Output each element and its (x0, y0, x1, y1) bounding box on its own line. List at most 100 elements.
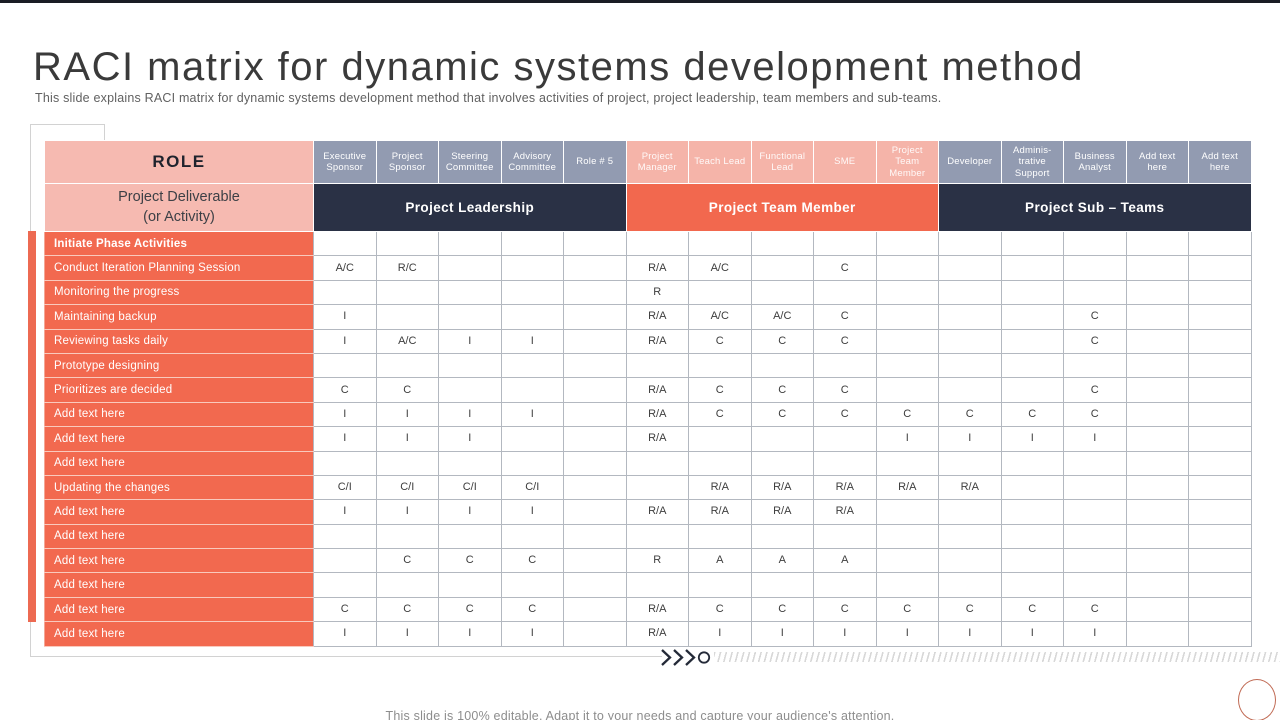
activity-label[interactable]: Updating the changes (44, 474, 314, 501)
raci-cell[interactable] (875, 255, 939, 281)
raci-cell[interactable] (563, 523, 627, 550)
raci-cell[interactable]: C (438, 548, 502, 574)
raci-cell[interactable] (1188, 352, 1252, 379)
raci-cell[interactable] (938, 304, 1002, 330)
raci-cell[interactable] (563, 230, 627, 257)
column-header[interactable]: Advisory Committee (500, 140, 564, 184)
group-project-sub-teams[interactable]: Project Sub – Teams (938, 183, 1252, 232)
raci-cell[interactable] (563, 450, 627, 476)
raci-cell[interactable] (1125, 450, 1189, 476)
raci-cell[interactable] (1125, 352, 1189, 379)
raci-cell[interactable] (938, 377, 1002, 403)
raci-cell[interactable]: I (438, 401, 502, 428)
raci-cell[interactable] (500, 279, 564, 306)
raci-cell[interactable]: R/A (625, 426, 689, 452)
raci-cell[interactable] (1063, 450, 1127, 476)
raci-cell[interactable]: R/A (875, 474, 939, 501)
raci-cell[interactable] (1000, 304, 1064, 330)
raci-cell[interactable]: C (375, 548, 439, 574)
raci-cell[interactable]: C (1063, 377, 1127, 403)
raci-cell[interactable] (438, 523, 502, 550)
raci-cell[interactable] (563, 279, 627, 306)
raci-cell[interactable] (1000, 499, 1064, 525)
raci-cell[interactable] (313, 352, 377, 379)
raci-cell[interactable]: A (813, 548, 877, 574)
raci-cell[interactable]: C (813, 377, 877, 403)
raci-cell[interactable]: I (375, 621, 439, 647)
raci-cell[interactable] (1000, 279, 1064, 306)
raci-cell[interactable]: I (313, 328, 377, 354)
raci-cell[interactable] (313, 523, 377, 550)
raci-cell[interactable] (1125, 523, 1189, 550)
raci-cell[interactable] (875, 377, 939, 403)
raci-cell[interactable] (1188, 255, 1252, 281)
raci-cell[interactable] (1125, 255, 1189, 281)
activity-label[interactable]: Add text here (44, 426, 314, 452)
raci-cell[interactable] (1125, 401, 1189, 428)
raci-cell[interactable]: I (500, 499, 564, 525)
raci-cell[interactable]: R/A (750, 499, 814, 525)
raci-cell[interactable] (1188, 450, 1252, 476)
raci-cell[interactable] (813, 230, 877, 257)
raci-cell[interactable]: C (1000, 596, 1064, 623)
raci-cell[interactable] (1000, 474, 1064, 501)
raci-cell[interactable] (1188, 401, 1252, 428)
raci-cell[interactable] (688, 352, 752, 379)
raci-cell[interactable]: R/A (625, 621, 689, 647)
raci-cell[interactable]: C (1063, 596, 1127, 623)
raci-cell[interactable] (938, 450, 1002, 476)
raci-cell[interactable] (375, 279, 439, 306)
raci-cell[interactable] (688, 426, 752, 452)
raci-cell[interactable] (1063, 523, 1127, 550)
raci-cell[interactable] (875, 499, 939, 525)
raci-cell[interactable]: I (500, 621, 564, 647)
raci-cell[interactable] (1188, 377, 1252, 403)
raci-cell[interactable] (563, 255, 627, 281)
raci-cell[interactable] (938, 548, 1002, 574)
raci-cell[interactable] (500, 377, 564, 403)
raci-cell[interactable] (375, 230, 439, 257)
raci-cell[interactable]: R/C (375, 255, 439, 281)
raci-cell[interactable] (938, 499, 1002, 525)
raci-cell[interactable] (563, 548, 627, 574)
raci-cell[interactable]: I (438, 426, 502, 452)
raci-cell[interactable]: A/C (688, 255, 752, 281)
raci-cell[interactable] (438, 304, 502, 330)
raci-cell[interactable] (813, 523, 877, 550)
raci-cell[interactable] (1188, 474, 1252, 501)
raci-cell[interactable] (500, 352, 564, 379)
raci-cell[interactable] (1125, 548, 1189, 574)
activity-label[interactable]: Monitoring the progress (44, 279, 314, 306)
raci-cell[interactable]: A/C (375, 328, 439, 354)
raci-cell[interactable]: I (313, 499, 377, 525)
raci-cell[interactable] (1125, 499, 1189, 525)
raci-cell[interactable] (750, 450, 814, 476)
raci-cell[interactable] (1063, 474, 1127, 501)
raci-cell[interactable] (1125, 596, 1189, 623)
raci-cell[interactable] (1063, 255, 1127, 281)
raci-cell[interactable] (1125, 474, 1189, 501)
activity-label[interactable]: Add text here (44, 450, 314, 476)
raci-cell[interactable] (1063, 352, 1127, 379)
raci-cell[interactable] (625, 352, 689, 379)
raci-cell[interactable]: R/A (813, 499, 877, 525)
raci-cell[interactable] (1000, 523, 1064, 550)
raci-cell[interactable]: C (813, 255, 877, 281)
raci-cell[interactable]: I (1063, 426, 1127, 452)
raci-cell[interactable] (750, 523, 814, 550)
raci-cell[interactable] (1000, 255, 1064, 281)
raci-cell[interactable] (563, 304, 627, 330)
raci-cell[interactable] (750, 230, 814, 257)
raci-cell[interactable] (875, 572, 939, 598)
raci-cell[interactable] (1125, 621, 1189, 647)
raci-cell[interactable]: C (500, 596, 564, 623)
raci-cell[interactable]: I (813, 621, 877, 647)
raci-cell[interactable]: A/C (313, 255, 377, 281)
raci-cell[interactable]: C (750, 328, 814, 354)
raci-cell[interactable]: I (500, 401, 564, 428)
raci-cell[interactable] (938, 523, 1002, 550)
raci-cell[interactable]: C (813, 596, 877, 623)
raci-cell[interactable] (563, 499, 627, 525)
raci-cell[interactable] (563, 426, 627, 452)
raci-cell[interactable]: I (375, 401, 439, 428)
